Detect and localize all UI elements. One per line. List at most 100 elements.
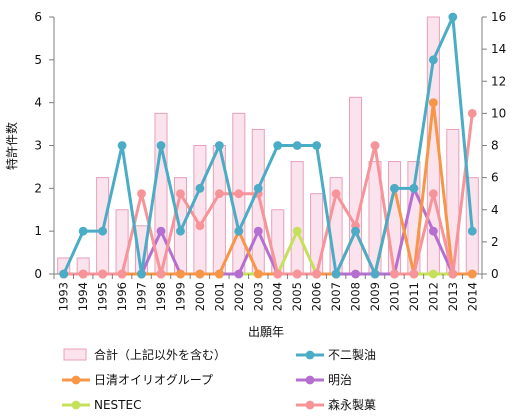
series-4-point-2012 [429,270,438,279]
series-5-point-2012 [429,189,438,198]
series-3-point-2012 [429,227,438,236]
series-2-point-2014 [468,270,477,279]
x-tick-label: 2002 [232,282,246,311]
series-5-point-1997 [137,189,146,198]
x-tick-label: 2000 [193,282,207,311]
series-1-point-2000 [196,184,205,193]
x-tick-label: 2004 [271,282,285,311]
series-3-point-1998 [157,227,166,236]
series-1-point-2014 [468,227,477,236]
series-5-point-2014 [468,109,477,118]
right-tick-label: 16 [491,10,506,24]
x-tick-label: 2013 [446,282,460,311]
series-5-point-2001 [215,189,224,198]
x-tick-label: 2001 [212,282,226,311]
x-tick-label: 2011 [407,282,421,311]
series-4-point-2005 [293,227,302,236]
x-tick-label: 1996 [115,282,129,311]
legend: 合計（上記以外を含む） 不二製油日清オイリオグループ 明治 NESTEC 森永製菓 [62,347,376,412]
series-2-point-2012 [429,98,438,107]
y-axis-title: 特許件数 [4,122,19,170]
left-tick-label: 4 [34,96,42,110]
right-tick-label: 0 [491,267,499,281]
left-tick-label: 6 [34,10,42,24]
series-5-point-2010 [390,270,399,279]
legend-item-5: 森永製菓 [296,397,376,412]
series-2-point-2000 [196,270,205,279]
legend-swatch-marker [306,351,315,360]
series-5-point-2004 [273,270,282,279]
legend-item-0: 合計（上記以外を含む） [64,347,226,362]
series-2-point-2003 [254,270,263,279]
x-tick-label: 1998 [154,282,168,311]
series-1-point-2002 [234,227,243,236]
series-1-point-2007 [332,270,341,279]
right-tick-label: 4 [491,203,499,217]
series-5-point-1994 [79,270,88,279]
series-1-point-2005 [293,141,302,150]
x-tick-label: 1994 [76,282,90,311]
series-5-point-1999 [176,189,185,198]
series-1-point-1997 [137,270,146,279]
series-1-point-2001 [215,141,224,150]
series-1-point-1993 [59,270,68,279]
x-tick-label: 2007 [329,282,343,311]
legend-swatch [64,349,86,360]
x-tick-label: 2006 [310,282,324,311]
legend-label: 明治 [328,373,352,387]
right-tick-label: 2 [491,235,499,249]
legend-swatch-marker [72,401,81,410]
legend-swatch-marker [72,376,81,385]
series-1-point-2006 [312,141,321,150]
right-axis-ticks: 0246810121416 [482,10,506,281]
left-axis-ticks: 0123456 [34,10,54,281]
series-1-point-2010 [390,184,399,193]
x-tick-label: 2014 [465,282,479,311]
series-1-point-2012 [429,55,438,64]
series-5-point-2011 [410,270,419,279]
left-tick-label: 1 [34,224,42,238]
series-1-point-1998 [157,141,166,150]
bar-2005 [291,162,303,274]
right-tick-label: 10 [491,106,506,120]
bar-1998 [155,113,167,274]
left-tick-label: 2 [34,181,42,195]
legend-label: 合計（上記以外を含む） [94,347,226,362]
bar-2000 [194,146,206,275]
series-1-point-2009 [371,270,380,279]
series-1-point-2008 [351,227,360,236]
bar-2003 [252,129,264,274]
x-axis-ticks: 1993199419951996199719981999200020012002… [54,274,482,311]
legend-item-2: 日清オイリオグループ [62,373,213,387]
series-5-point-1996 [118,270,127,279]
right-tick-label: 14 [491,42,506,56]
x-axis-title: 出願年 [248,325,284,339]
series-2-point-2001 [215,270,224,279]
x-tick-label: 1995 [96,282,110,311]
series-1-point-2011 [410,184,419,193]
series-1-point-2004 [273,141,282,150]
legend-label: 日清オイリオグループ [94,373,213,387]
legend-label: 森永製菓 [328,397,376,412]
legend-label: 不二製油 [328,348,376,362]
legend-swatch-marker [306,401,315,410]
right-tick-label: 12 [491,74,506,88]
series-5-point-2000 [196,221,205,230]
series-1-point-1999 [176,227,185,236]
series-1-point-2003 [254,184,263,193]
series-5-point-2009 [371,141,380,150]
series-5-point-1998 [157,270,166,279]
legend-label: NESTEC [94,398,141,412]
x-tick-label: 1993 [57,282,71,311]
legend-item-4: NESTEC [62,398,141,412]
right-tick-label: 6 [491,171,499,185]
legend-item-3: 明治 [296,373,352,387]
series-1-point-1996 [118,141,127,150]
series-3-point-2002 [234,270,243,279]
series-5-point-2007 [332,189,341,198]
x-tick-label: 2010 [387,282,401,311]
bar-2008 [350,97,362,274]
series-5-point-2013 [448,270,457,279]
x-tick-label: 2009 [368,282,382,311]
legend-item-1: 不二製油 [296,348,376,362]
